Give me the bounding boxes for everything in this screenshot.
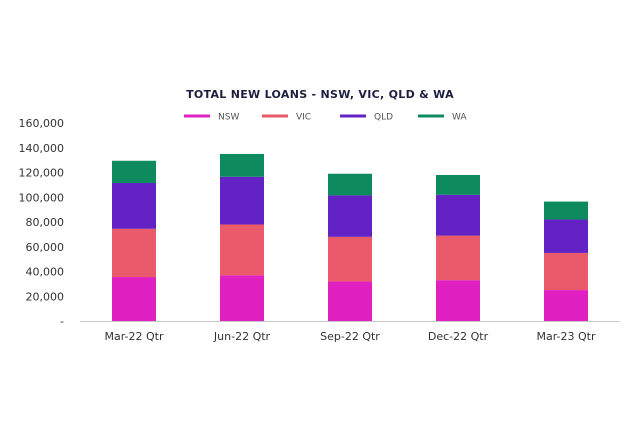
bars xyxy=(112,153,588,321)
bar-segment-qld xyxy=(436,194,480,236)
legend-label: VIC xyxy=(296,113,311,123)
y-tick-label: - xyxy=(60,315,64,328)
bar-segment-nsw xyxy=(112,277,156,321)
x-axis: Mar-22 Qtr Jun-22 Qtr Sep-22 Qtr Dec-22 Qtr… xyxy=(80,321,620,343)
bar-segment-wa xyxy=(544,201,588,220)
legend-item-nsw: NSW xyxy=(184,113,239,123)
y-tick-label: 20,000 xyxy=(26,290,65,303)
bar-stack xyxy=(220,153,264,321)
bar-segment-vic xyxy=(220,224,264,276)
bar-segment-nsw xyxy=(544,290,588,321)
bar-segment-vic xyxy=(436,235,480,281)
bar-segment-wa xyxy=(220,153,264,177)
y-tick-label: 100,000 xyxy=(19,191,65,204)
bar-segment-nsw xyxy=(436,280,480,321)
bar-segment-qld xyxy=(544,219,588,253)
x-tick-label: Mar-22 Qtr xyxy=(104,330,163,343)
bar-segment-wa xyxy=(328,173,372,196)
chart-title: TOTAL NEW LOANS - NSW, VIC, QLD & WA xyxy=(186,88,454,101)
bar-stack xyxy=(436,174,480,321)
y-tick-label: 120,000 xyxy=(19,167,65,180)
bar-segment-vic xyxy=(328,236,372,282)
x-tick-label: Sep-22 Qtr xyxy=(320,330,380,343)
bar-segment-vic xyxy=(544,252,588,291)
legend-item-qld: QLD xyxy=(340,113,393,123)
x-tick-label: Mar-23 Qtr xyxy=(536,330,595,343)
legend-item-vic: VIC xyxy=(262,113,311,123)
legend-label: NSW xyxy=(218,113,239,123)
x-tick-label: Jun-22 Qtr xyxy=(213,330,271,343)
bar-segment-nsw xyxy=(220,275,264,321)
legend-item-wa: WA xyxy=(418,113,467,123)
y-tick-label: 80,000 xyxy=(26,216,65,229)
bar-segment-qld xyxy=(328,195,372,237)
legend-label: WA xyxy=(452,113,467,123)
y-tick-label: 160,000 xyxy=(19,117,65,130)
bar-segment-qld xyxy=(220,176,264,225)
bar-segment-qld xyxy=(112,183,156,229)
bar-stack xyxy=(112,160,156,321)
x-tick-label: Dec-22 Qtr xyxy=(428,330,489,343)
bar-stack xyxy=(544,201,588,321)
bar-segment-wa xyxy=(436,174,480,195)
y-axis: - 20,000 40,000 60,000 80,000 100,000 120,000 1… xyxy=(19,117,65,328)
y-tick-label: 60,000 xyxy=(26,241,65,254)
bar-stack xyxy=(328,173,372,321)
legend: NSW VIC QLD WA xyxy=(184,113,467,123)
y-tick-label: 140,000 xyxy=(19,142,65,155)
legend-label: QLD xyxy=(374,113,393,123)
y-tick-label: 40,000 xyxy=(26,266,65,279)
bar-segment-wa xyxy=(112,160,156,184)
bar-segment-vic xyxy=(112,228,156,278)
bar-segment-nsw xyxy=(328,281,372,321)
